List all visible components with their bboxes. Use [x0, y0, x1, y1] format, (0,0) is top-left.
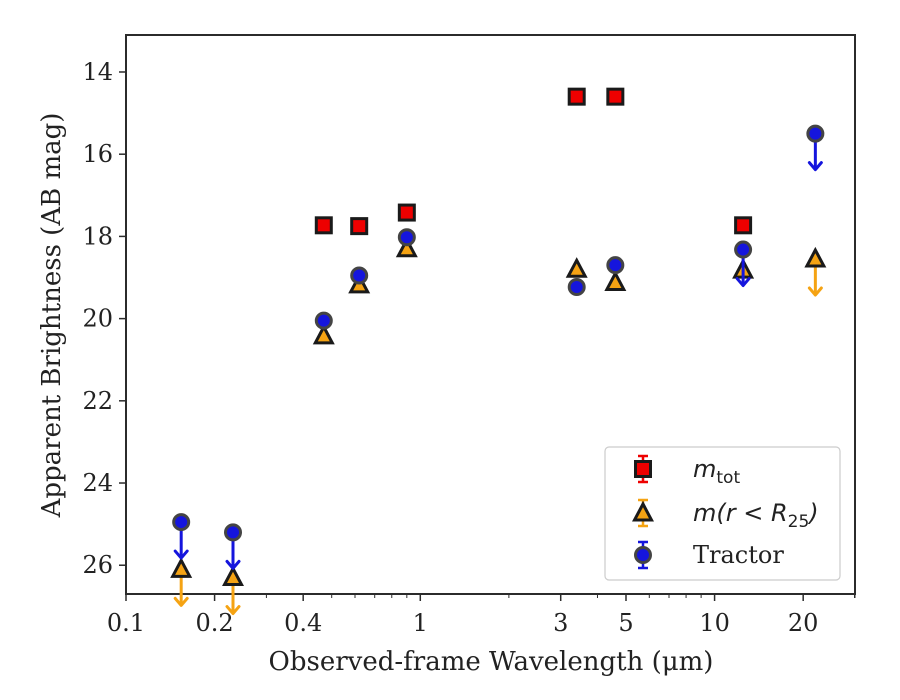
x-tick-label: 5 [618, 609, 633, 637]
mtot-point [567, 87, 586, 106]
maperture-point [804, 246, 827, 268]
tractor-point [224, 523, 243, 542]
mtot-point [314, 216, 333, 235]
tractor-point [350, 266, 369, 285]
limit-arrow-head [807, 286, 823, 297]
limit-arrow-head [173, 596, 189, 607]
tractor-point [314, 311, 333, 330]
maperture-point [222, 565, 245, 587]
y-axis-label: Apparent Brightness (AB mag) [37, 113, 67, 519]
maperture-point [604, 270, 627, 291]
legend-entry-label: Tractor [693, 541, 784, 569]
x-tick-label: 0.4 [284, 609, 322, 637]
tractor-point [172, 513, 191, 532]
legend-marker-square [634, 460, 652, 478]
x-tick-label: 0.2 [196, 609, 234, 637]
mtot-point [606, 87, 625, 106]
limit-arrow-head [225, 559, 241, 570]
x-tick-label: 3 [553, 609, 568, 637]
limit-arrow-head [225, 605, 241, 616]
x-tick-label: 10 [699, 609, 730, 637]
maperture-point [395, 236, 418, 258]
series-circle [172, 124, 825, 570]
mtot-point [350, 217, 369, 236]
legend-marker-triangle [632, 500, 654, 522]
maperture-point [565, 257, 588, 278]
data-marks [170, 87, 827, 616]
tractor-point [806, 124, 825, 143]
maperture-point [170, 557, 193, 578]
y-tick-label: 24 [82, 469, 113, 497]
tractor-point [567, 277, 586, 296]
legend-box [604, 446, 841, 581]
y-tick-label: 18 [82, 222, 113, 250]
y-tick-label: 14 [82, 58, 113, 86]
tractor-point [734, 240, 753, 259]
legend-entry-label: mtot [693, 455, 740, 488]
legend-marker-circle [634, 546, 652, 564]
series-square [314, 87, 753, 236]
axes: 0.1 0.2 0.4 1 3 5 10 20 14 16 18 20 22 24 26 [82, 34, 856, 637]
x-tick-label: 1 [413, 609, 428, 637]
limit-arrow-head [173, 549, 189, 560]
y-tick-label: 16 [82, 140, 113, 168]
limit-arrow-head [735, 277, 751, 288]
y-tick-label: 20 [82, 305, 113, 333]
plot-frame [125, 34, 856, 595]
y-tick-label: 26 [82, 551, 113, 579]
tractor-point [397, 228, 416, 247]
mtot-point [397, 203, 416, 222]
legend-entry-label: m(r < R25) [693, 499, 819, 532]
maperture-point [312, 323, 335, 345]
limit-arrow-head [807, 161, 823, 172]
y-tick-label: 22 [82, 387, 113, 415]
mtot-point [734, 216, 753, 235]
tractor-point [606, 256, 625, 275]
legend: mtot m(r < R25) Tractor [604, 446, 841, 581]
x-axis-label: Observed-frame Wavelength (μm) [269, 647, 714, 677]
x-tick-label: 20 [788, 609, 819, 637]
x-tick-label: 0.1 [107, 609, 145, 637]
